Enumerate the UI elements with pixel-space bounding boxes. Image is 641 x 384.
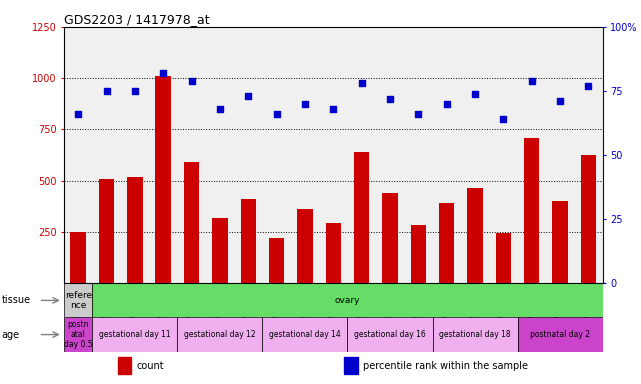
Bar <box>382 193 398 283</box>
Bar <box>118 358 131 374</box>
Point <box>243 93 253 99</box>
Point <box>442 101 452 107</box>
Bar <box>262 318 347 352</box>
Point <box>413 111 424 117</box>
Point <box>356 80 367 86</box>
Bar <box>184 162 199 283</box>
Bar <box>127 177 143 283</box>
Bar <box>212 218 228 283</box>
Bar <box>297 209 313 283</box>
Bar <box>581 155 596 283</box>
Text: gestational day 12: gestational day 12 <box>184 330 256 339</box>
Bar <box>553 201 568 283</box>
Text: ovary: ovary <box>335 296 360 305</box>
Point <box>526 78 537 84</box>
Point <box>328 106 338 112</box>
Bar <box>347 318 433 352</box>
Text: refere
nce: refere nce <box>65 291 92 310</box>
Text: GDS2203 / 1417978_at: GDS2203 / 1417978_at <box>64 13 210 26</box>
Point <box>583 83 594 89</box>
Bar <box>439 203 454 283</box>
Point <box>73 111 83 117</box>
Text: postn
atal
day 0.5: postn atal day 0.5 <box>64 319 92 349</box>
Text: gestational day 11: gestational day 11 <box>99 330 171 339</box>
Bar <box>240 199 256 283</box>
Point <box>470 91 480 97</box>
Bar <box>92 318 178 352</box>
Bar <box>71 232 86 283</box>
Bar <box>517 318 603 352</box>
Point <box>498 116 508 122</box>
Bar <box>524 137 540 283</box>
Text: age: age <box>2 329 20 339</box>
Point <box>187 78 197 84</box>
Bar <box>99 179 114 283</box>
Text: gestational day 18: gestational day 18 <box>439 330 511 339</box>
Point <box>158 70 169 76</box>
Text: gestational day 14: gestational day 14 <box>269 330 341 339</box>
Point <box>130 88 140 94</box>
Bar <box>433 318 517 352</box>
Point <box>101 88 112 94</box>
Point <box>300 101 310 107</box>
Bar <box>64 318 92 352</box>
Text: percentile rank within the sample: percentile rank within the sample <box>363 361 528 371</box>
Bar <box>495 233 511 283</box>
Bar <box>178 318 262 352</box>
Bar <box>156 76 171 283</box>
Text: tissue: tissue <box>2 295 31 305</box>
Point <box>385 96 395 102</box>
Bar <box>269 238 285 283</box>
Point <box>215 106 225 112</box>
Bar <box>344 358 358 374</box>
Point <box>555 98 565 104</box>
Bar <box>410 225 426 283</box>
Text: gestational day 16: gestational day 16 <box>354 330 426 339</box>
Bar <box>467 188 483 283</box>
Point <box>272 111 282 117</box>
Bar <box>354 152 369 283</box>
Bar <box>64 283 92 318</box>
Text: postnatal day 2: postnatal day 2 <box>530 330 590 339</box>
Text: count: count <box>137 361 164 371</box>
Bar <box>326 223 341 283</box>
